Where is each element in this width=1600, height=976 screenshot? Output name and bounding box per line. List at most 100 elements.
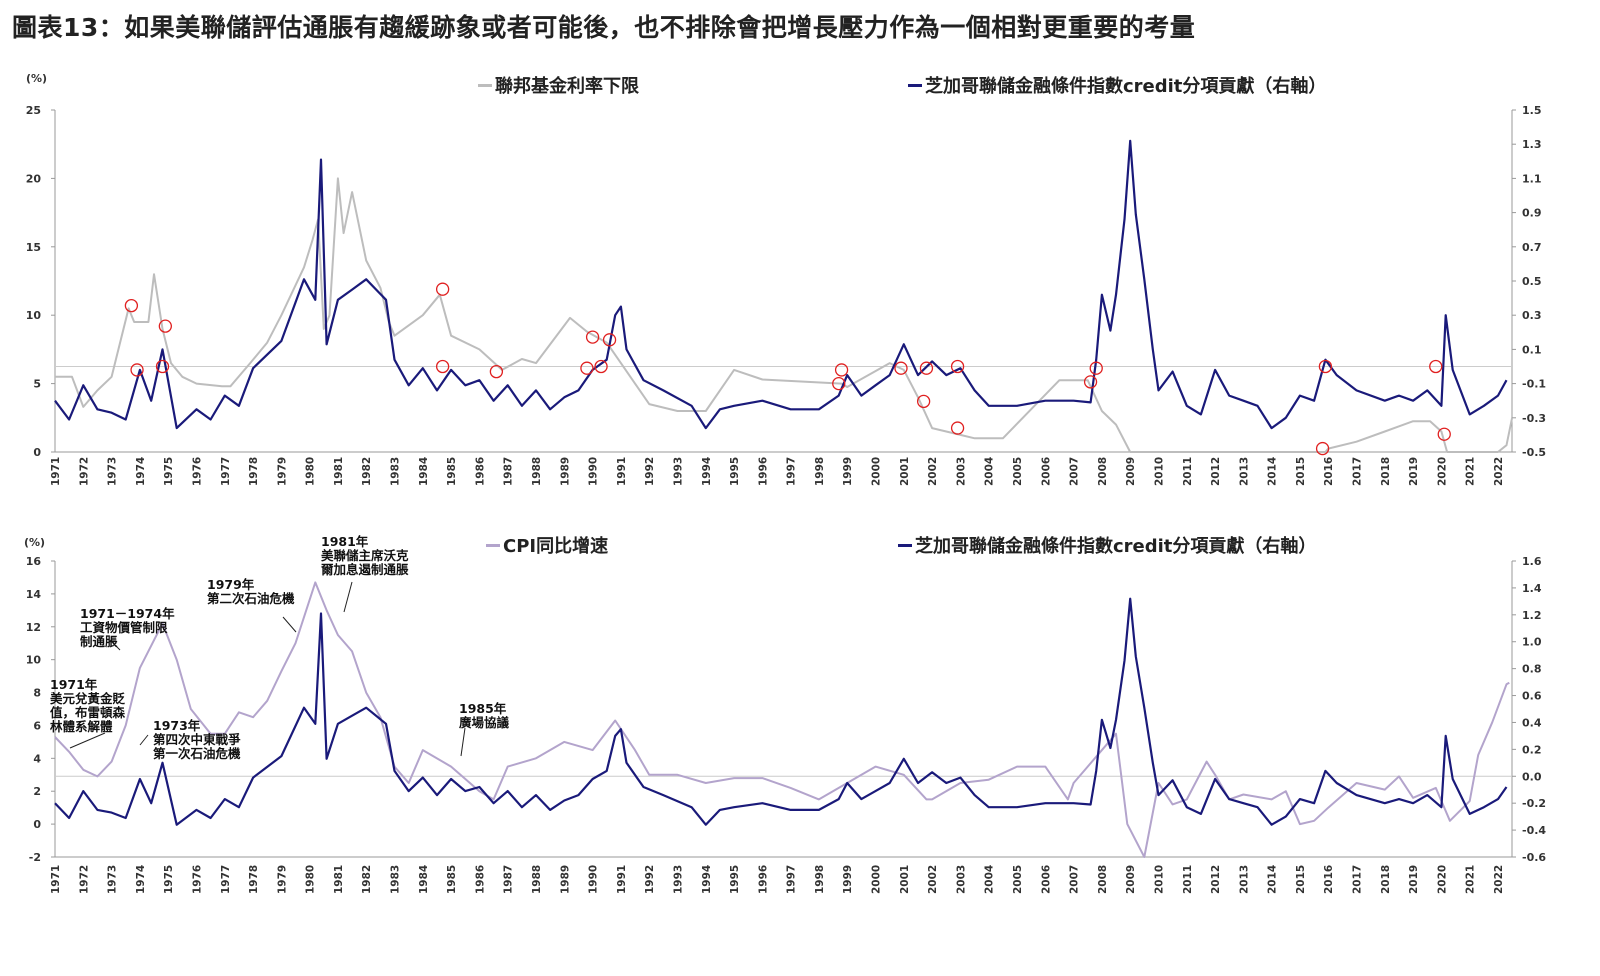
x-tick-label: 1976 bbox=[191, 865, 203, 894]
x-tick-label: 2006 bbox=[1040, 865, 1052, 894]
x-tick-label: 1995 bbox=[729, 457, 741, 486]
x-tick-label: 2020 bbox=[1436, 865, 1448, 894]
x-tick-label: 2005 bbox=[1012, 865, 1024, 894]
highlight-circle-marker bbox=[1083, 375, 1098, 389]
highlight-circle-marker bbox=[435, 282, 450, 296]
x-tick-label: 1991 bbox=[616, 865, 628, 894]
annotation-arrow bbox=[460, 727, 466, 757]
legend-label: 芝加哥聯儲金融條件指數credit分項貢獻（右軸） bbox=[915, 536, 1317, 557]
x-tick-label: 2004 bbox=[984, 865, 996, 894]
highlight-circle-marker bbox=[919, 361, 934, 375]
highlight-circle-marker bbox=[585, 330, 600, 344]
y-tick-label-right: 0.8 bbox=[1522, 663, 1542, 676]
highlight-circle-marker bbox=[832, 376, 846, 391]
y-tick-label-right: 1.4 bbox=[1522, 582, 1542, 595]
y-tick-label-left: 4 bbox=[33, 752, 41, 765]
x-tick-label: 1993 bbox=[672, 457, 684, 486]
annotation-arrow bbox=[343, 581, 353, 613]
x-tick-label: 1990 bbox=[588, 457, 600, 486]
x-tick-label: 1993 bbox=[672, 865, 684, 894]
x-tick-label: 1996 bbox=[757, 457, 769, 486]
y-tick-label-right: 1.5 bbox=[1522, 104, 1542, 117]
y-tick-label-right: 0.6 bbox=[1522, 690, 1542, 703]
x-tick-label: 1987 bbox=[503, 457, 515, 486]
x-tick-label: 1986 bbox=[474, 457, 486, 486]
x-tick-label: 2016 bbox=[1323, 457, 1335, 486]
x-tick-label: 2014 bbox=[1267, 457, 1279, 486]
y-tick-label-left: 16 bbox=[26, 555, 42, 568]
y-tick-label-right: 0.9 bbox=[1522, 207, 1542, 220]
y-tick-label-right: -0.6 bbox=[1522, 851, 1546, 864]
legend-credit-top: 芝加哥聯儲金融條件指數credit分項貢獻（右軸） bbox=[908, 72, 1326, 98]
annotation-arrow bbox=[282, 616, 297, 633]
x-tick-label: 1995 bbox=[729, 865, 741, 894]
x-tick-label: 1987 bbox=[503, 865, 515, 894]
x-tick-label: 1983 bbox=[390, 865, 402, 894]
x-tick-label: 2007 bbox=[1069, 865, 1081, 894]
legend-fed-funds: 聯邦基金利率下限 bbox=[478, 72, 639, 98]
highlight-circle-marker bbox=[1437, 427, 1451, 441]
x-tick-label: 2022 bbox=[1493, 865, 1505, 894]
x-tick-label: 2021 bbox=[1465, 457, 1477, 486]
highlight-circle-marker bbox=[158, 319, 172, 333]
x-tick-label: 2019 bbox=[1408, 457, 1420, 486]
x-tick-label: 1979 bbox=[276, 865, 288, 894]
y-tick-label-left: 20 bbox=[26, 172, 42, 185]
x-tick-label: 2007 bbox=[1069, 457, 1081, 486]
x-tick-label: 2015 bbox=[1295, 865, 1307, 894]
x-tick-label: 1988 bbox=[531, 457, 543, 486]
y-tick-label-left: 0 bbox=[33, 446, 41, 459]
y-tick-label-right: 0.1 bbox=[1522, 343, 1542, 356]
highlight-circle-marker bbox=[1429, 359, 1443, 374]
x-tick-label: 1971 bbox=[50, 457, 62, 486]
highlight-circle-marker bbox=[834, 363, 849, 377]
x-tick-label: 2002 bbox=[927, 457, 939, 486]
x-tick-label: 1992 bbox=[644, 865, 656, 894]
y-tick-label-right: 0.3 bbox=[1522, 309, 1542, 322]
y-tick-label-right: -0.1 bbox=[1522, 378, 1546, 391]
x-tick-label: 2002 bbox=[927, 865, 939, 894]
x-tick-label: 1976 bbox=[191, 457, 203, 486]
highlight-circle-marker bbox=[894, 361, 908, 375]
x-tick-label: 2020 bbox=[1436, 457, 1448, 486]
x-tick-label: 1974 bbox=[135, 457, 147, 486]
x-tick-label: 1986 bbox=[474, 865, 486, 894]
x-tick-label: 2010 bbox=[1153, 865, 1165, 894]
highlight-circle-marker bbox=[124, 298, 139, 313]
y-tick-label-left: 10 bbox=[26, 654, 42, 667]
x-tick-label: 2012 bbox=[1210, 865, 1222, 894]
cpi-series-line bbox=[54, 581, 1510, 858]
highlight-circle-marker bbox=[916, 394, 931, 409]
legend-swatch bbox=[908, 83, 922, 87]
y-tick-label-left: 15 bbox=[26, 241, 41, 254]
annotation-arrow bbox=[139, 734, 149, 746]
y-tick-label-right: 0.0 bbox=[1522, 770, 1542, 783]
x-tick-label: 1972 bbox=[78, 457, 90, 486]
highlight-circle-marker bbox=[950, 421, 965, 435]
y-tick-label-right: 1.3 bbox=[1522, 138, 1542, 151]
x-tick-label: 2003 bbox=[955, 865, 967, 894]
x-tick-label: 1975 bbox=[163, 457, 175, 486]
x-tick-label: 1973 bbox=[107, 457, 119, 486]
bottom-left-unit: (%) bbox=[24, 536, 46, 549]
x-tick-label: 2008 bbox=[1097, 865, 1109, 894]
x-tick-label: 2022 bbox=[1493, 457, 1505, 486]
x-tick-label: 2013 bbox=[1238, 457, 1250, 486]
x-tick-label: 2017 bbox=[1352, 865, 1364, 894]
legend-label: 聯邦基金利率下限 bbox=[495, 76, 639, 97]
x-tick-label: 1974 bbox=[135, 865, 147, 894]
x-tick-label: 1996 bbox=[757, 865, 769, 894]
x-tick-label: 2010 bbox=[1153, 457, 1165, 486]
x-tick-label: 1983 bbox=[390, 457, 402, 486]
x-tick-label: 2018 bbox=[1380, 865, 1392, 894]
x-tick-label: 2016 bbox=[1323, 865, 1335, 894]
x-tick-label: 2003 bbox=[955, 457, 967, 486]
x-tick-label: 1998 bbox=[814, 865, 826, 894]
y-tick-label-left: 6 bbox=[33, 719, 41, 732]
y-tick-label-right: 0.7 bbox=[1522, 241, 1542, 254]
legend-cpi: CPI同比增速 bbox=[486, 532, 608, 558]
y-tick-label-right: 1.1 bbox=[1522, 172, 1542, 185]
x-tick-label: 2021 bbox=[1465, 865, 1477, 894]
x-tick-label: 2011 bbox=[1182, 457, 1194, 486]
